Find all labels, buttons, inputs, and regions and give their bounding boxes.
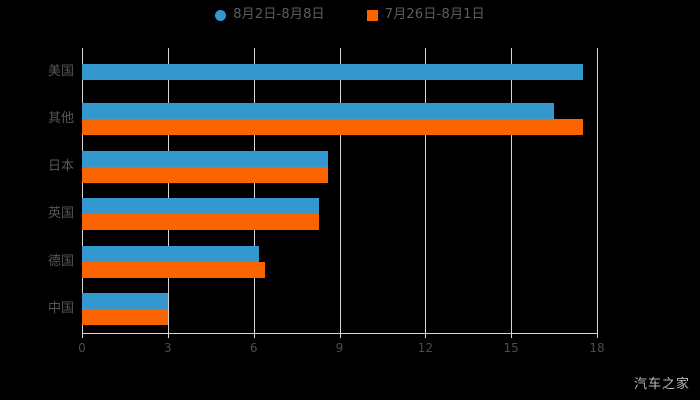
y-axis-label-4: 英国	[47, 206, 74, 222]
bar[interactable]	[82, 293, 168, 310]
bar[interactable]	[82, 214, 320, 231]
y-axis-labels: 美国其他日本英国德国中国	[0, 48, 74, 333]
y-axis-label-5: 德国	[47, 253, 74, 269]
bar-group	[82, 48, 597, 96]
x-tick-label: 6	[249, 341, 258, 355]
plot-area	[82, 48, 598, 333]
gridline	[511, 48, 513, 333]
legend-item-series-1[interactable]: 8月2日-8月8日	[215, 8, 325, 22]
x-tick-mark	[511, 333, 513, 338]
y-axis-label-3: 日本	[47, 158, 74, 174]
x-tick-label: 12	[417, 341, 433, 355]
gridline	[167, 48, 169, 333]
x-tick-mark	[82, 333, 83, 338]
bar-group	[82, 286, 597, 334]
bar[interactable]	[82, 198, 320, 215]
bar[interactable]	[82, 150, 329, 167]
y-axis-label-6: 中国	[47, 301, 74, 317]
gridline	[253, 48, 255, 333]
legend-marker-square-icon	[366, 9, 378, 21]
x-tick-label: 18	[589, 341, 605, 355]
bar-group	[82, 191, 597, 239]
x-tick-mark	[167, 333, 169, 338]
x-tick-mark	[425, 333, 427, 338]
gridline	[339, 48, 341, 333]
x-tick-mark	[253, 333, 255, 338]
gridline	[597, 48, 598, 333]
chart-legend: 8月2日-8月8日 7月26日-8月1日	[0, 8, 700, 22]
x-tick-label: 3	[164, 341, 172, 355]
x-tick-label: 15	[503, 341, 519, 355]
bar[interactable]	[82, 309, 168, 326]
legend-label-series-2: 7月26日-8月1日	[384, 7, 485, 22]
legend-marker-circle-icon	[215, 9, 227, 21]
bar[interactable]	[82, 119, 583, 136]
x-tick-mark	[339, 333, 341, 338]
gridline	[82, 48, 83, 333]
legend-item-series-2[interactable]: 7月26日-8月1日	[366, 7, 485, 22]
bar[interactable]	[82, 245, 260, 262]
bar-groups	[82, 48, 597, 333]
bar-group	[82, 96, 597, 144]
x-tick-label: 0	[78, 341, 86, 355]
x-tick-mark	[597, 333, 598, 338]
x-tick-label: 9	[335, 341, 344, 355]
bar[interactable]	[82, 166, 329, 183]
bar[interactable]	[82, 261, 266, 278]
bar[interactable]	[82, 63, 583, 80]
bar[interactable]	[82, 103, 555, 120]
watermark: 汽车之家	[633, 377, 690, 392]
y-axis-label-2: 其他	[47, 111, 74, 127]
gridline	[425, 48, 427, 333]
x-axis-ticks: 0 3 6 9 12 15 18	[78, 333, 605, 359]
bar-group	[82, 143, 597, 191]
y-axis-label-1: 美国	[47, 63, 74, 79]
bar-group	[82, 238, 597, 286]
legend-label-series-1: 8月2日-8月8日	[233, 7, 325, 22]
